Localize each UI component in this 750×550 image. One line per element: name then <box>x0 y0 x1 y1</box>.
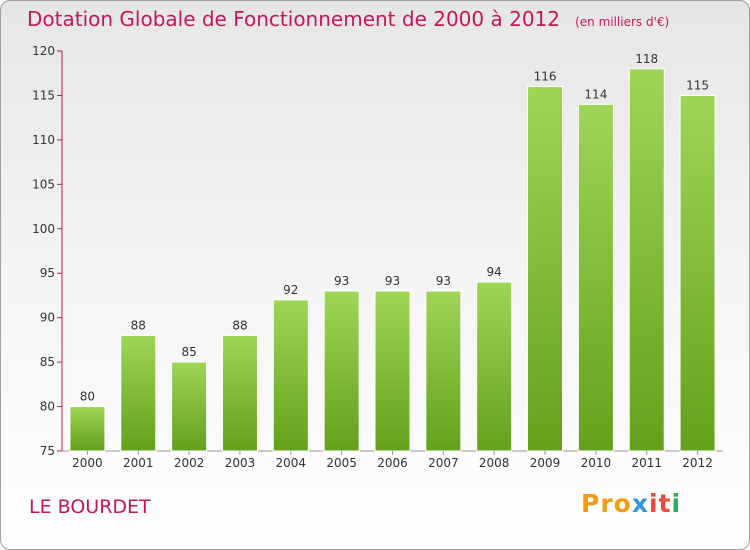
y-tick-label-75: 75 <box>40 444 55 458</box>
logo-part-4: i <box>671 489 682 518</box>
data-label-2001: 88 <box>131 318 146 332</box>
data-label-2005: 93 <box>334 274 349 288</box>
place-name: LE BOURDET <box>29 496 151 518</box>
y-tick-label-110: 110 <box>32 133 55 147</box>
x-tick-label-2010: 2010 <box>581 456 612 470</box>
chart-title-text: Dotation Globale de Fonctionnement de 20… <box>27 7 560 31</box>
data-label-2012: 115 <box>686 78 709 92</box>
bar-2003 <box>221 334 258 452</box>
bar-2001 <box>120 334 157 452</box>
x-tick-label-2008: 2008 <box>479 456 510 470</box>
data-label-2000: 80 <box>80 390 95 404</box>
x-tick-label-2003: 2003 <box>225 456 256 470</box>
y-tick-label-100: 100 <box>32 222 55 236</box>
data-label-2008: 94 <box>487 265 502 279</box>
x-tick-label-2011: 2011 <box>631 456 662 470</box>
x-tick-label-2006: 2006 <box>377 456 408 470</box>
bar-2009 <box>527 86 564 452</box>
proxiti-logo: Proxiti <box>581 489 681 518</box>
chart-unit-note: (en milliers d'€) <box>575 15 670 29</box>
bar-2007 <box>425 290 462 452</box>
x-tick-label-2001: 2001 <box>123 456 154 470</box>
x-tick-label-2007: 2007 <box>428 456 459 470</box>
data-label-2003: 88 <box>232 318 247 332</box>
data-label-2006: 93 <box>385 274 400 288</box>
data-label-2010: 114 <box>584 87 607 101</box>
x-tick-label-2002: 2002 <box>174 456 205 470</box>
chart-title: Dotation Globale de Fonctionnement de 20… <box>27 7 669 31</box>
data-label-2011: 118 <box>635 52 658 66</box>
y-tick-label-105: 105 <box>32 177 55 191</box>
logo-part-1: Pro <box>581 489 632 518</box>
y-tick-label-85: 85 <box>40 355 55 369</box>
y-tick-label-90: 90 <box>40 311 55 325</box>
bar-2004 <box>272 299 309 452</box>
bar-2008 <box>476 281 513 452</box>
data-label-2002: 85 <box>181 345 196 359</box>
y-tick-label-95: 95 <box>40 266 55 280</box>
data-label-2007: 93 <box>436 274 451 288</box>
data-label-2004: 92 <box>283 283 298 297</box>
data-label-2009: 116 <box>534 70 557 84</box>
bar-2011 <box>628 68 665 452</box>
bar-2002 <box>171 361 208 452</box>
bar-2006 <box>374 290 411 452</box>
logo-part-3: it <box>648 489 672 518</box>
bar-2012 <box>679 94 716 452</box>
x-tick-label-2009: 2009 <box>530 456 561 470</box>
y-tick-label-80: 80 <box>40 400 55 414</box>
x-tick-label-2012: 2012 <box>682 456 713 470</box>
x-tick-label-2005: 2005 <box>326 456 357 470</box>
bar-2010 <box>577 103 614 452</box>
x-tick-label-2004: 2004 <box>276 456 307 470</box>
bar-2000 <box>69 406 106 452</box>
bar-2005 <box>323 290 360 452</box>
y-tick-label-115: 115 <box>32 88 55 102</box>
logo-part-2: x <box>631 489 649 518</box>
y-tick-label-120: 120 <box>32 44 55 58</box>
x-tick-label-2000: 2000 <box>72 456 103 470</box>
